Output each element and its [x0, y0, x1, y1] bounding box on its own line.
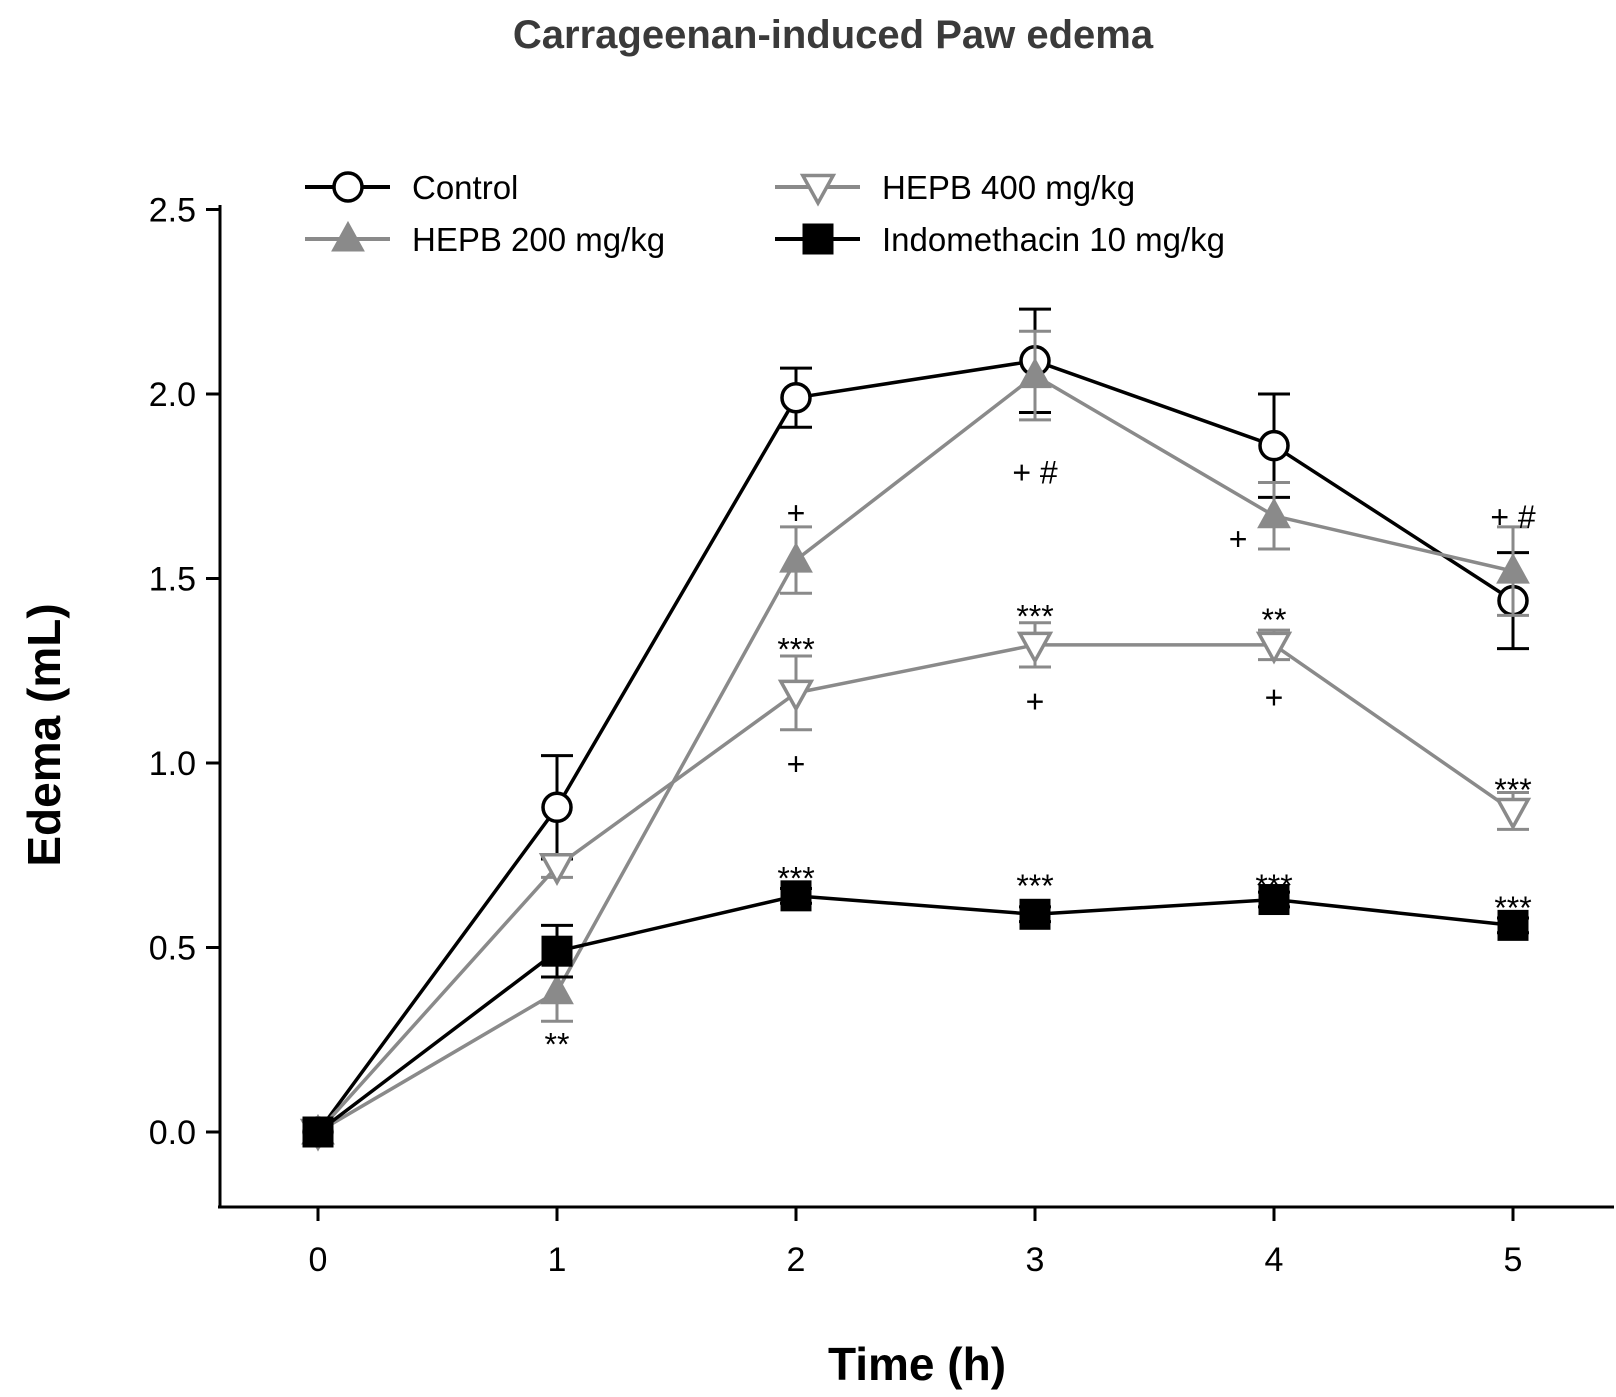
x-tick-label: 3 [1026, 1241, 1045, 1279]
x-tick-label: 0 [309, 1241, 328, 1279]
y-ticks: 0.0 0.5 1.0 1.5 2.0 2.5 [149, 192, 220, 1152]
data-point [541, 935, 573, 967]
series-control [302, 307, 1529, 1148]
legend-marker [802, 223, 834, 255]
legend-marker [331, 220, 365, 252]
significance-annotation: + [1229, 521, 1248, 557]
y-tick-label: 0.5 [149, 930, 196, 968]
legend-marker [332, 171, 364, 203]
y-tick-label: 2.5 [149, 192, 196, 230]
data-point [1018, 357, 1052, 389]
significance-annotation: *** [1494, 890, 1531, 926]
significance-annotation: + [1265, 680, 1284, 716]
y-tick-label: 0.0 [149, 1114, 196, 1152]
significance-annotation: + [787, 746, 806, 782]
significance-annotation: *** [1016, 868, 1053, 904]
data-point [1258, 884, 1290, 916]
series-hepb-200-mg-kg [301, 329, 1530, 1145]
x-tick-label: 1 [548, 1241, 567, 1279]
data-point [541, 791, 573, 824]
data-point [538, 853, 576, 886]
series-line [316, 894, 1514, 1134]
legend-label: Indomethacin 10 mg/kg [882, 221, 1225, 258]
significance-annotation: + # [1012, 454, 1058, 490]
significance-annotation: *** [1255, 868, 1292, 904]
series-layer [299, 307, 1532, 1152]
data-point [1494, 797, 1532, 831]
legend-marker [799, 173, 837, 207]
data-point [1019, 898, 1051, 930]
y-axis-label: Edema (mL) [18, 603, 70, 866]
x-tick-label: 2 [787, 1241, 806, 1279]
x-tick-label: 4 [1265, 1241, 1284, 1279]
data-point [302, 1116, 334, 1148]
significance-annotation: *** [777, 632, 814, 668]
significance-annotation: + # [1490, 499, 1536, 535]
x-tick-label: 5 [1504, 1241, 1523, 1279]
data-point [1497, 909, 1529, 941]
legend-item: HEPB 400 mg/kg [775, 169, 1135, 207]
legend-item: HEPB 200 mg/kg [305, 220, 665, 258]
legend-label: HEPB 200 mg/kg [412, 221, 665, 258]
series-line [317, 373, 1514, 1134]
data-point [1257, 497, 1291, 529]
significance-annotation: ** [545, 1026, 570, 1062]
legend-label: Control [412, 169, 518, 206]
series-line [316, 359, 1514, 1134]
data-point [1258, 429, 1290, 462]
legend-item: Indomethacin 10 mg/kg [775, 221, 1225, 258]
axes: 0.0 0.5 1.0 1.5 2.0 2.5 0 1 2 3 4 5 [149, 192, 1614, 1279]
data-point [777, 679, 815, 713]
significance-annotation: *** [1494, 772, 1531, 808]
data-point [780, 381, 812, 414]
chart-title: Carrageenan-induced Paw edema [513, 13, 1154, 57]
significance-annotation: + [1026, 683, 1045, 719]
significance-annotation: + [787, 495, 806, 531]
data-point [780, 880, 812, 912]
y-tick-label: 1.5 [149, 561, 196, 599]
x-axis-label: Time (h) [828, 1338, 1006, 1390]
series-line [316, 643, 1514, 1134]
y-tick-label: 2.0 [149, 376, 196, 414]
legend: Control HEPB 200 mg/kg HEPB 400 mg/kg Indom… [305, 169, 1225, 258]
significance-annotation: ** [1262, 602, 1287, 638]
significance-annotation: *** [1016, 598, 1053, 634]
data-point [1016, 631, 1054, 665]
data-point [1255, 631, 1293, 665]
series-hepb-400-mg-kg [299, 621, 1532, 1152]
data-point [1496, 553, 1530, 584]
legend-item: Control [305, 169, 518, 206]
data-point [779, 541, 813, 573]
legend-label: HEPB 400 mg/kg [882, 169, 1135, 206]
y-tick-label: 1.0 [149, 745, 196, 783]
data-point [540, 973, 574, 1005]
significance-annotation: *** [777, 860, 814, 896]
annotation-layer: ** + *** + *** + # *** + *** + ** + *** + # *** *** [545, 454, 1536, 1062]
x-ticks: 0 1 2 3 4 5 [309, 1207, 1523, 1279]
series-indomethacin-10-mg-kg [302, 880, 1529, 1148]
